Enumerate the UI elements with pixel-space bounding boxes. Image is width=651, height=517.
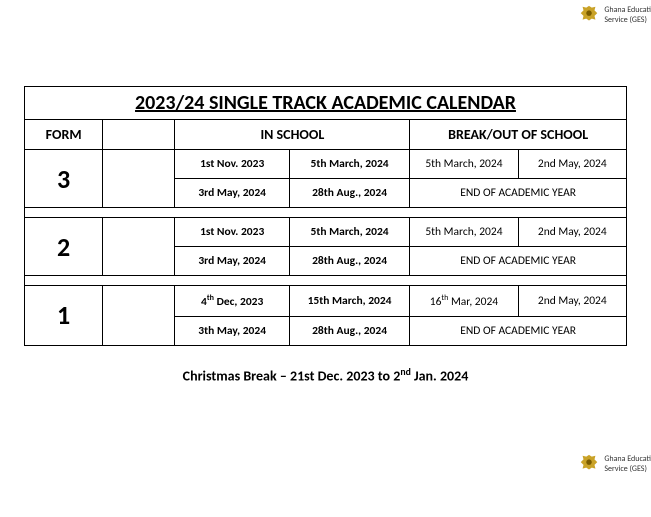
form-label-2: 2 [25,218,103,276]
date-cell: 5th March, 2024 [289,218,409,247]
date-cell: 2nd May, 2024 [518,286,626,317]
blank-cell [103,150,175,208]
ges-logo-bottom: Ghana Educati Service (GES) [578,453,651,475]
date-cell: 16th Mar, 2024 [410,286,518,317]
form-label-1: 1 [25,286,103,346]
calendar-table: 2023/24 SINGLE TRACK ACADEMIC CALENDAR F… [24,86,627,346]
date-cell: 1st Nov. 2023 [175,150,289,179]
date-cell: 5th March, 2024 [410,150,518,179]
date-cell: 5th March, 2024 [289,150,409,179]
header-in-school: IN SCHOOL [175,120,410,150]
ges-text-bottom: Ghana Educati Service (GES) [604,454,651,474]
date-cell: 2nd May, 2024 [518,150,626,179]
calendar-title: 2023/24 SINGLE TRACK ACADEMIC CALENDAR [25,87,627,120]
end-year-cell: END OF ACADEMIC YEAR [410,247,627,276]
date-cell: 1st Nov. 2023 [175,218,289,247]
blank-cell [103,218,175,276]
date-cell: 4th Dec, 2023 [175,286,289,317]
date-cell: 3th May, 2024 [175,316,289,345]
date-cell: 28th Aug., 2024 [289,247,409,276]
date-cell: 15th March, 2024 [289,286,409,317]
title-row: 2023/24 SINGLE TRACK ACADEMIC CALENDAR [25,87,627,120]
spacer-row [25,208,627,218]
christmas-break-note: Christmas Break – 21st Dec. 2023 to 2nd … [24,366,627,385]
ges-text-top: Ghana Educati Service (GES) [604,5,651,25]
form-label-3: 3 [25,150,103,208]
spacer-row [25,276,627,286]
table-row: 1 4th Dec, 2023 15th March, 2024 16th Ma… [25,286,627,317]
header-blank [103,120,175,150]
header-form: FORM [25,120,103,150]
date-cell: 28th Aug., 2024 [289,179,409,208]
date-cell: 2nd May, 2024 [518,218,626,247]
end-year-cell: END OF ACADEMIC YEAR [410,316,627,345]
header-row: FORM IN SCHOOL BREAK/OUT OF SCHOOL [25,120,627,150]
ges-logo-top: Ghana Educati Service (GES) [578,4,651,26]
header-break: BREAK/OUT OF SCHOOL [410,120,627,150]
date-cell: 3rd May, 2024 [175,247,289,276]
date-cell: 28th Aug., 2024 [289,316,409,345]
crest-icon [578,4,600,26]
date-cell: 3rd May, 2024 [175,179,289,208]
table-row: 2 1st Nov. 2023 5th March, 2024 5th Marc… [25,218,627,247]
page-content: 2023/24 SINGLE TRACK ACADEMIC CALENDAR F… [0,0,651,384]
crest-icon [578,453,600,475]
blank-cell [103,286,175,346]
date-cell: 5th March, 2024 [410,218,518,247]
table-row: 3 1st Nov. 2023 5th March, 2024 5th Marc… [25,150,627,179]
end-year-cell: END OF ACADEMIC YEAR [410,179,627,208]
